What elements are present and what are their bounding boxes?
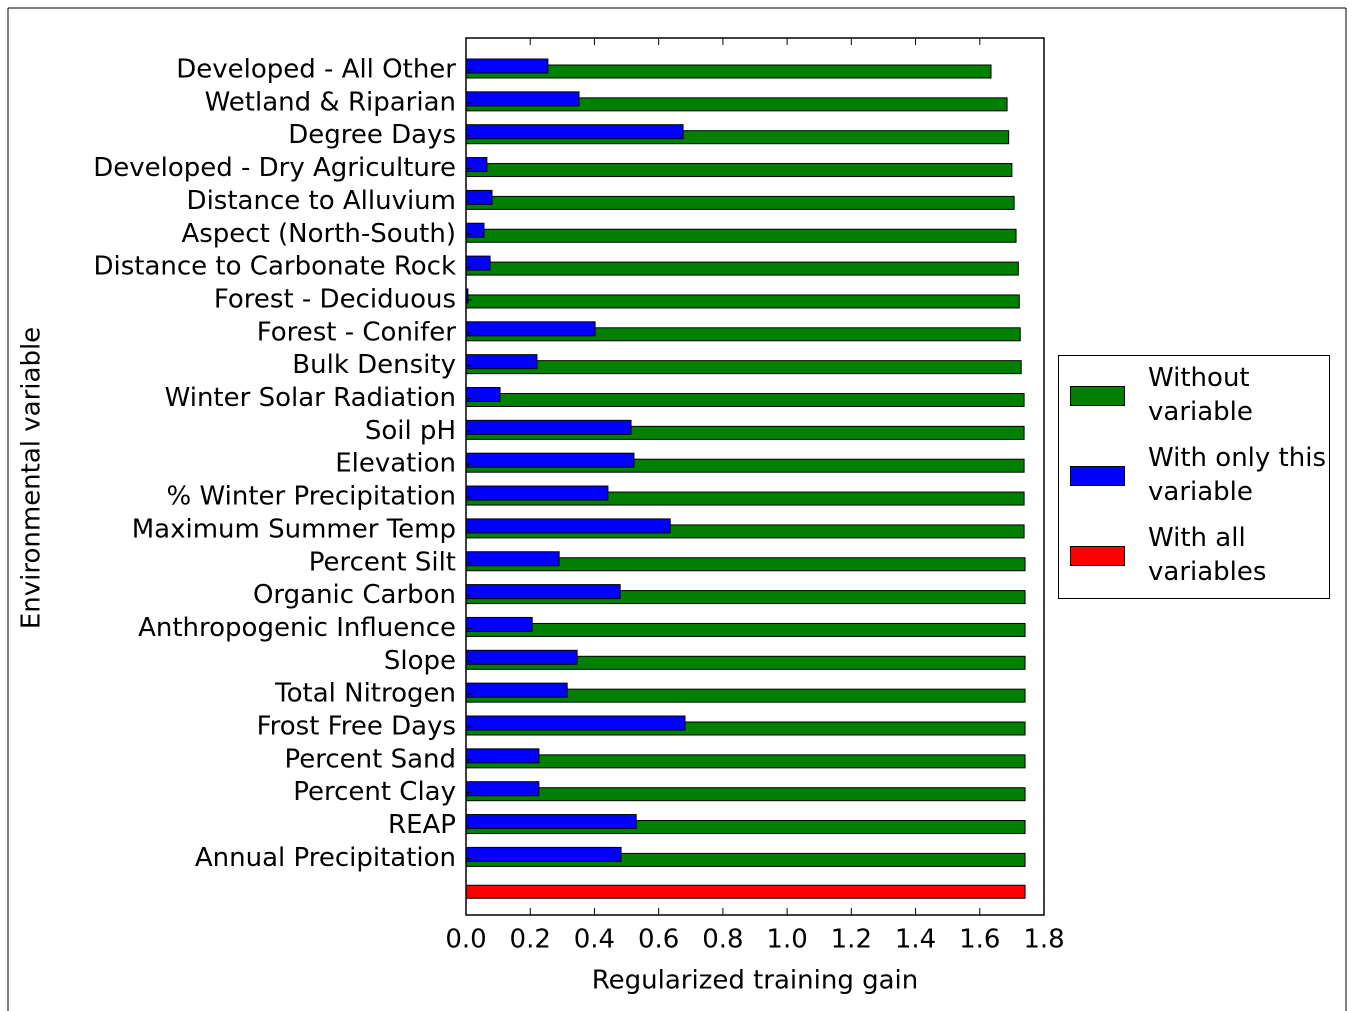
y-tick-label: Wetland & Riparian: [205, 87, 456, 117]
bar: [465, 189, 493, 205]
x-tick-label: 1.2: [831, 925, 872, 955]
bar: [465, 58, 549, 74]
bar: [465, 228, 1017, 243]
legend-swatch: [1070, 546, 1125, 566]
bar: [465, 163, 1013, 178]
y-tick-label: Degree Days: [288, 120, 456, 150]
legend-swatch: [1070, 466, 1125, 486]
y-tick-label: Forest - Deciduous: [214, 284, 456, 314]
y-tick-label: Maximum Summer Temp: [132, 514, 456, 544]
legend-label: With all variables: [1148, 523, 1267, 587]
bar: [465, 222, 485, 238]
bar: [465, 157, 488, 173]
y-tick-label: Total Nitrogen: [274, 679, 456, 709]
bar: [465, 261, 1019, 276]
y-tick-label: Slope: [384, 646, 456, 676]
y-tick-label: Anthropogenic Influence: [138, 613, 456, 643]
y-tick-label: REAP: [388, 810, 456, 840]
bar: [465, 518, 671, 534]
bar: [465, 354, 538, 370]
y-tick-label: Distance to Alluvium: [187, 186, 456, 216]
bar: [465, 884, 1026, 899]
bar: [465, 387, 501, 402]
y-tick-label: Aspect (North-South): [181, 219, 456, 249]
bar: [465, 124, 684, 140]
bar: [465, 452, 635, 468]
y-axis-label: Environmental variable: [17, 327, 47, 629]
legend: Without variable With only this variable W…: [1058, 355, 1330, 599]
y-tick-label: Organic Carbon: [253, 580, 456, 610]
bar: [465, 485, 609, 501]
x-tick-label: 1.8: [1023, 925, 1064, 955]
y-tick-label: Annual Precipitation: [195, 843, 456, 873]
legend-label: Without variable: [1148, 363, 1253, 427]
y-tick-label: Percent Silt: [309, 547, 456, 577]
y-tick-label: Percent Clay: [293, 777, 456, 807]
x-axis-label: Regularized training gain: [592, 966, 919, 996]
y-tick-label: Developed - Dry Agriculture: [93, 153, 456, 183]
bar: [465, 814, 637, 830]
bar: [465, 649, 578, 665]
plot-frame: [465, 37, 1045, 916]
bar: [465, 393, 1025, 407]
x-tick-label: 0.8: [702, 925, 743, 955]
legend-entry: With only this variable: [1059, 441, 1331, 511]
bar: [465, 616, 533, 632]
bar: [465, 787, 1026, 802]
legend-label: With only this variable: [1148, 443, 1327, 507]
y-tick-label: Forest - Conifer: [257, 317, 457, 347]
y-tick-label: Percent Sand: [284, 744, 456, 774]
y-tick-label: Bulk Density: [292, 350, 456, 380]
bar: [465, 748, 540, 764]
y-tick-label: Developed - All Other: [176, 55, 456, 85]
bar: [465, 419, 632, 435]
bar: [465, 294, 1020, 309]
y-tick-label: Winter Solar Radiation: [165, 383, 456, 413]
bar: [465, 321, 596, 337]
legend-entry: With all variables: [1059, 521, 1331, 591]
bar: [465, 754, 1026, 769]
y-tick-label: Distance to Carbonate Rock: [93, 252, 456, 282]
x-tick-label: 1.0: [766, 925, 807, 955]
bar: [465, 255, 491, 271]
x-tick-label: 0.6: [638, 925, 679, 955]
bar: [465, 584, 621, 600]
x-tick-label: 0.2: [510, 925, 551, 955]
bar: [465, 91, 580, 107]
legend-swatch: [1070, 386, 1125, 406]
bar: [465, 551, 560, 567]
x-tick-label: 0.0: [445, 925, 486, 955]
x-tick-label: 0.4: [574, 925, 615, 955]
bar: [465, 360, 1022, 375]
legend-entry: Without variable: [1059, 361, 1331, 431]
bar: [465, 781, 540, 797]
bar: [465, 195, 1015, 210]
y-tick-label: Frost Free Days: [257, 712, 456, 742]
y-tick-label: Soil pH: [365, 416, 456, 446]
bar: [465, 682, 568, 698]
bar: [465, 622, 1026, 637]
x-tick-label: 1.4: [895, 925, 936, 955]
y-tick-label: Elevation: [335, 449, 456, 479]
bar: [465, 846, 622, 862]
bar: [465, 715, 686, 731]
y-tick-label: % Winter Precipitation: [167, 482, 456, 512]
x-tick-label: 1.6: [959, 925, 1000, 955]
